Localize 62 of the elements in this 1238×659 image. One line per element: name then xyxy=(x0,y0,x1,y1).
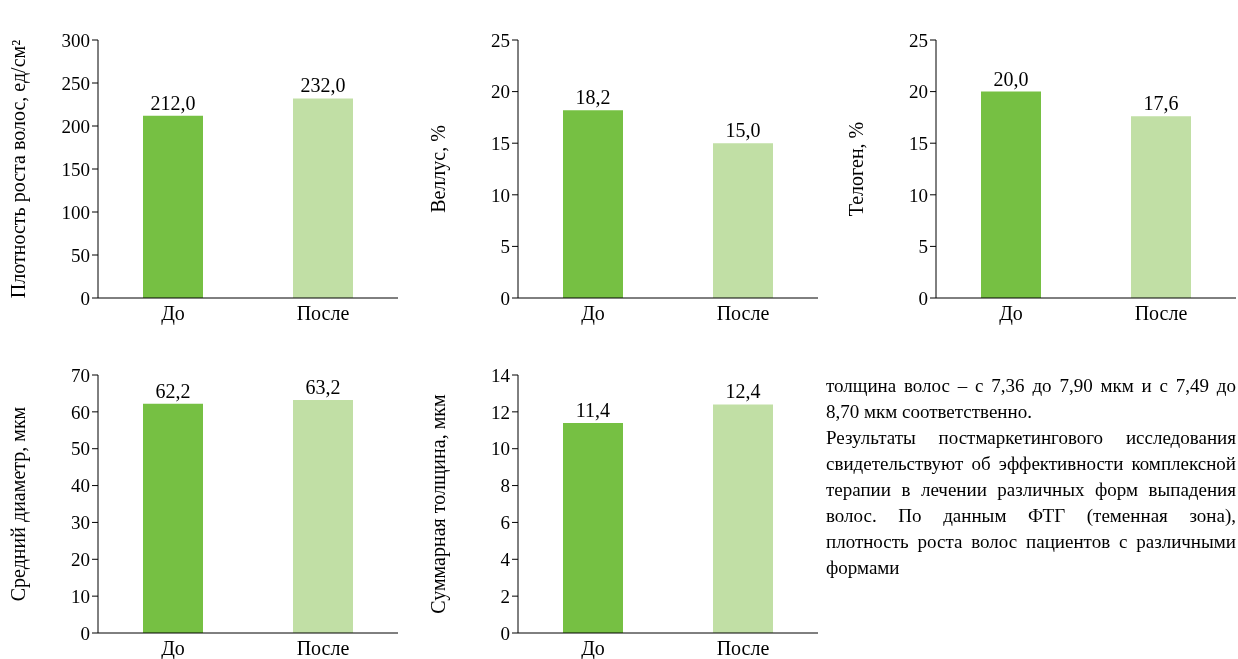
y-tick-label: 40 xyxy=(71,475,90,497)
x-tick-label: До xyxy=(161,637,185,659)
y-tick-label: 300 xyxy=(61,29,90,51)
x-tick-label: После xyxy=(296,302,350,325)
y-tick-label: 12 xyxy=(491,401,510,423)
y-tick-label: 0 xyxy=(500,622,510,644)
y-tick-label: 15 xyxy=(909,132,928,154)
x-tick-label: До xyxy=(581,302,605,326)
data-label: 232,0 xyxy=(300,74,346,97)
y-tick-label: 6 xyxy=(500,512,510,534)
x-tick-label: До xyxy=(999,302,1023,326)
data-label: 11,4 xyxy=(575,398,611,421)
x-tick-label: До xyxy=(161,302,185,326)
y-tick-label: 0 xyxy=(80,622,90,644)
y-tick-label: 50 xyxy=(71,244,90,266)
y-tick-label: 20 xyxy=(909,81,928,103)
data-label: 62,2 xyxy=(155,379,191,402)
data-label: 18,2 xyxy=(575,86,611,109)
data-label: 15,0 xyxy=(725,119,761,142)
y-axis-title: Плотность роста волос, ед/см² xyxy=(7,39,31,299)
text: толщина волос – с 7,36 до 7,90 мкм и с 7,49 до 8,70 мкм соответственно. xyxy=(826,374,1236,424)
y-tick-label: 0 xyxy=(918,287,928,309)
data-label: 63,2 xyxy=(305,376,341,399)
x-tick-label: После xyxy=(716,302,770,325)
y-tick-label: 20 xyxy=(491,81,510,103)
y-tick-label: 5 xyxy=(500,236,510,258)
y-tick-label: 25 xyxy=(909,29,928,51)
data-label: 20,0 xyxy=(993,67,1029,90)
y-tick-label: 250 xyxy=(61,72,90,94)
y-tick-label: 50 xyxy=(71,438,90,460)
y-tick-label: 25 xyxy=(491,29,510,51)
y-tick-label: 14 xyxy=(491,364,511,386)
y-tick-label: 10 xyxy=(491,438,510,460)
y-tick-label: 70 xyxy=(71,364,90,386)
data-label: 212,0 xyxy=(150,91,196,114)
y-tick-label: 30 xyxy=(71,512,90,534)
text: Результаты постмаркетингового исследования свидетельствуют об эффективности комплексной терапии в лечении различных форм выпадения волос. По данным ФТГ (теменная зона), плотность роста волос пациентов с различными формами xyxy=(826,426,1236,580)
y-tick-label: 100 xyxy=(61,201,90,223)
y-tick-label: 0 xyxy=(80,287,90,309)
y-tick-label: 2 xyxy=(500,585,510,607)
y-axis-title: Средний диаметр, мкм xyxy=(7,406,31,602)
y-tick-label: 5 xyxy=(918,236,928,258)
y-tick-label: 200 xyxy=(61,115,90,137)
y-tick-label: 10 xyxy=(491,184,510,206)
y-tick-label: 8 xyxy=(500,475,510,497)
data-label: 12,4 xyxy=(725,380,761,403)
y-tick-label: 15 xyxy=(491,132,510,154)
x-tick-label: После xyxy=(296,637,350,659)
y-tick-label: 0 xyxy=(500,287,510,309)
y-tick-label: 150 xyxy=(61,158,90,180)
x-tick-label: После xyxy=(716,637,770,659)
y-tick-label: 4 xyxy=(500,549,511,571)
data-label: 17,6 xyxy=(1143,92,1179,115)
x-tick-label: После xyxy=(1134,302,1188,325)
x-tick-label: До xyxy=(581,637,605,659)
y-tick-label: 20 xyxy=(71,549,90,571)
y-axis-title: Суммарная толщина, мкм xyxy=(427,394,451,614)
y-axis-title: Веллус, % xyxy=(427,125,451,213)
y-tick-label: 60 xyxy=(71,401,90,423)
y-tick-label: 10 xyxy=(909,184,928,206)
y-tick-label: 10 xyxy=(71,585,90,607)
y-axis-title: Телоген, % xyxy=(845,121,868,217)
